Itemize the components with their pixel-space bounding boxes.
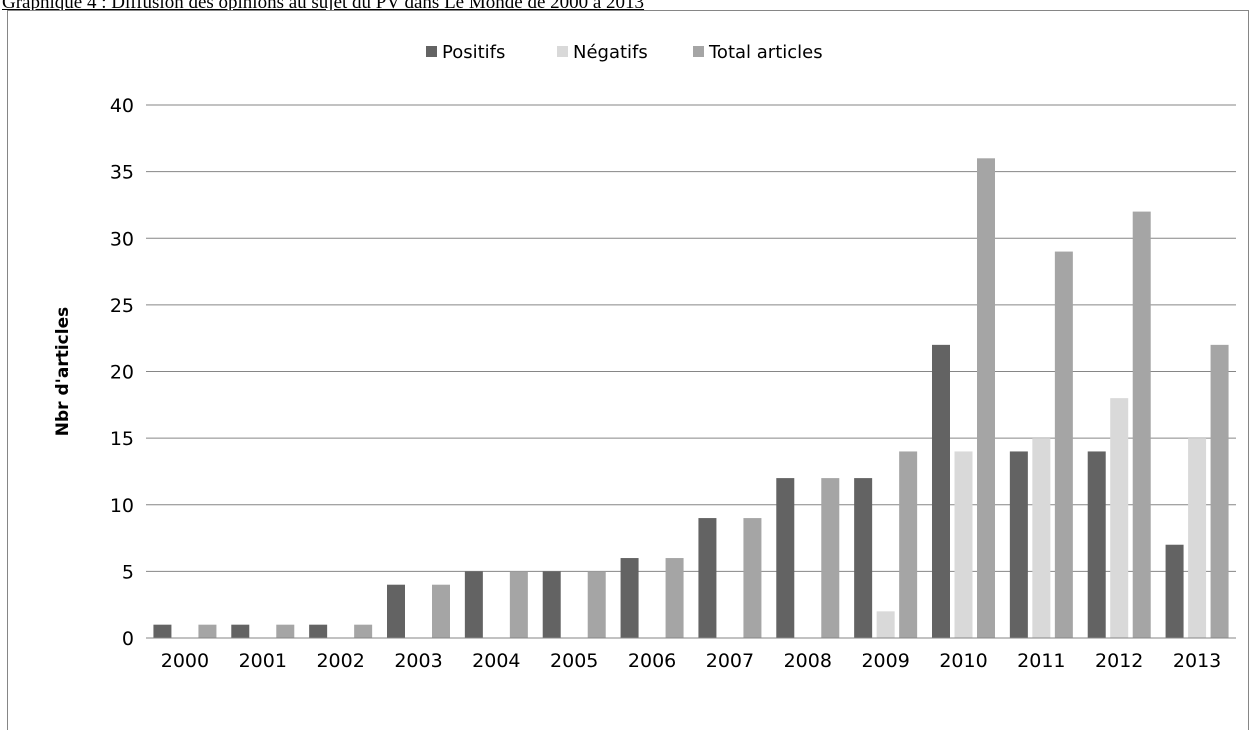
bar-total-articles-2005 [587,571,606,638]
bar-positifs-2008 [776,478,795,638]
x-tick-label: 2012 [1095,650,1143,672]
bar-total-articles-2007 [743,518,762,638]
bar-positifs-2013 [1165,544,1184,638]
bar-positifs-2002 [309,624,328,638]
bar-total-articles-2003 [432,584,450,638]
bar-total-articles-2013 [1210,344,1229,638]
bar-negatifs-2012 [1110,398,1129,638]
legend-swatch-total-articles [693,46,704,57]
bar-total-articles-2002 [354,624,373,638]
bar-positifs-2011 [1009,451,1028,638]
bar-total-articles-2009 [899,451,918,638]
y-tick-label: 35 [110,162,134,184]
y-tick-label: 5 [122,561,134,583]
x-tick-label: 2001 [239,650,287,672]
bar-negatifs-2009 [876,611,895,638]
bar-total-articles-2001 [276,624,295,638]
x-tick-label: 2005 [550,650,598,672]
bar-total-articles-2008 [821,478,840,638]
bar-total-articles-2006 [665,558,684,638]
y-tick-label: 20 [110,362,134,384]
bar-total-articles-2011 [1054,251,1073,638]
legend-label-negatifs: Négatifs [573,42,648,63]
bars [153,158,1229,639]
legend-swatch-positifs [426,46,437,57]
figure-caption: Graphique 4 : Diffusion des opinions au … [2,0,645,13]
bar-total-articles-2004 [509,571,528,638]
y-tick-label: 25 [110,295,134,317]
bar-negatifs-2010 [954,451,973,638]
bar-total-articles-2010 [977,158,995,639]
x-tick-label: 2011 [1017,650,1065,672]
legend-label-positifs: Positifs [442,42,505,63]
x-tick-label: 2006 [628,650,676,672]
bar-positifs-2001 [231,624,250,638]
bar-positifs-2003 [387,584,405,638]
y-axis-label: Nbr d'articles [53,307,73,436]
y-tick-label: 15 [110,428,134,450]
x-tick-label: 2007 [706,650,754,672]
bar-positifs-2012 [1087,451,1106,638]
x-tick-label: 2008 [784,650,832,672]
x-tick-label: 2009 [861,650,909,672]
x-tick-label: 2003 [394,650,442,672]
legend-label-total-articles: Total articles [708,42,823,63]
bar-negatifs-2011 [1032,438,1051,638]
y-tick-label: 30 [110,228,134,250]
x-tick-label: 2004 [472,650,520,672]
y-tick-label: 10 [110,495,134,517]
y-axis-ticks: 0 5 10 15 20 25 30 35 40 [110,95,134,650]
bar-positifs-2009 [854,478,873,638]
bar-negatifs-2013 [1188,438,1207,638]
y-tick-label: 0 [122,628,134,650]
gridlines [146,104,1236,572]
bar-positifs-2006 [620,558,639,638]
legend-swatch-negatifs [557,46,568,57]
x-tick-label: 2000 [161,650,209,672]
chart-frame: 0 5 10 15 20 25 30 35 40 2000 2001 2002 2003 2004 200… [7,10,1249,730]
x-tick-label: 2010 [939,650,987,672]
bar-positifs-2005 [542,571,561,638]
legend: Positifs Négatifs Total articles [426,42,823,63]
x-tick-label: 2013 [1173,650,1221,672]
x-tick-label: 2002 [316,650,364,672]
bar-positifs-2010 [932,344,950,638]
bar-positifs-2007 [698,518,717,638]
bar-positifs-2004 [464,571,483,638]
bar-total-articles-2000 [198,624,217,638]
x-axis-ticks: 2000 2001 2002 2003 2004 2005 2006 2007 2008 2009… [161,650,1222,672]
y-tick-label: 40 [110,95,134,117]
bar-positifs-2000 [153,624,172,638]
bar-total-articles-2012 [1132,211,1151,638]
